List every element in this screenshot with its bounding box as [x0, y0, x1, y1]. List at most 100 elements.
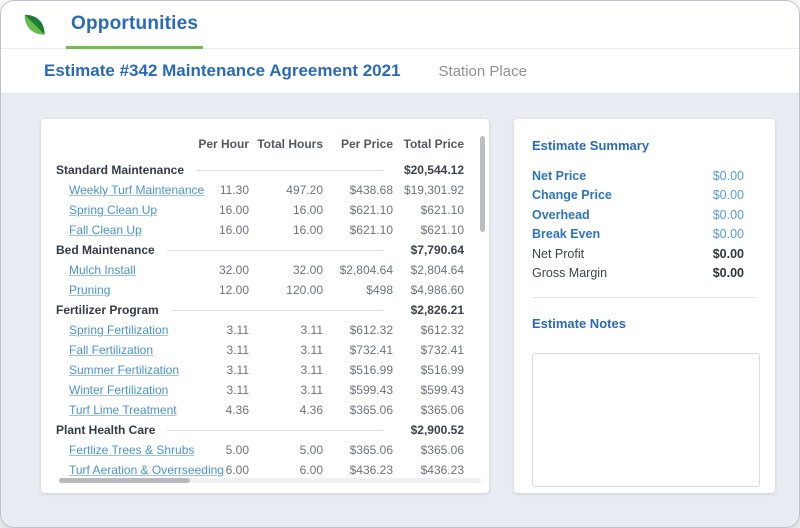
section-divider-line: [166, 250, 383, 251]
cell-value: $365.06: [420, 403, 464, 417]
nav-tab-label: Opportunities: [71, 12, 199, 34]
section-divider-line: [196, 170, 383, 171]
leaf-icon: [24, 14, 45, 35]
table-header-row: Per Hour Total Hours Per Price Total Price: [56, 135, 464, 160]
estimate-notes-heading: Estimate Notes: [532, 316, 626, 331]
cell-value: $365.06: [349, 403, 393, 417]
line-item-link[interactable]: Weekly Turf Maintenance: [69, 183, 205, 197]
line-item-row: Weekly Turf Maintenance 11.30 497.20 $438.6…: [56, 180, 464, 200]
line-item-row: Fertlize Trees & Shrubs 5.00 5.00 $365.06 $3…: [56, 440, 464, 460]
line-item-link[interactable]: Turf Lime Treatment: [69, 403, 177, 417]
summary-row: Net Profit $0.00: [532, 244, 757, 264]
cell-value: 16.00: [292, 203, 323, 217]
cell-value: $599.43: [420, 383, 464, 397]
cell-value: $612.32: [349, 323, 393, 337]
line-item-link[interactable]: Pruning: [69, 283, 111, 297]
summary-label[interactable]: Change Price: [532, 188, 612, 203]
cell-value: 16.00: [218, 203, 249, 217]
summary-label: Gross Margin: [532, 266, 608, 281]
line-item-row: Spring Fertilization 3.11 3.11 $612.32 $612.…: [56, 320, 464, 340]
summary-label: Net Profit: [532, 246, 585, 261]
line-item-row: Fall Clean Up 16.00 16.00 $621.10 $621.10: [56, 220, 464, 240]
cell-value: $612.32: [420, 323, 464, 337]
cell-value: 3.11: [300, 343, 323, 357]
section-total: $20,544.12: [403, 163, 464, 177]
section-row: Plant Health Care $2,900.52: [56, 420, 464, 440]
estimate-notes-textarea[interactable]: [532, 353, 760, 487]
cell-value: 120.00: [286, 283, 323, 297]
summary-row: Net Price $0.00: [532, 166, 757, 186]
horizontal-scrollbar-thumb[interactable]: [59, 478, 190, 483]
cell-value: 6.00: [299, 463, 323, 477]
line-item-row: Summer Fertilization 3.11 3.11 $516.99 $516.…: [56, 360, 464, 380]
line-item-row: Turf Aeration & Overrseeding 6.00 6.00 $436…: [56, 460, 464, 480]
horizontal-scrollbar-track[interactable]: [59, 478, 481, 483]
line-item-row: Spring Clean Up 16.00 16.00 $621.10 $621.10: [56, 200, 464, 220]
estimate-summary-heading: Estimate Summary: [532, 138, 650, 153]
nav-tab-opportunities[interactable]: Opportunities: [66, 1, 204, 49]
summary-notes-divider: [532, 297, 757, 298]
section-divider-line: [167, 430, 383, 431]
cell-value: 3.11: [226, 343, 249, 357]
summary-label[interactable]: Break Even: [532, 227, 601, 242]
line-item-link[interactable]: Fall Fertilization: [69, 343, 154, 357]
summary-row: Gross Margin $0.00: [532, 264, 757, 284]
section-total: $7,790.64: [410, 243, 464, 257]
section-total: $2,826.21: [410, 303, 464, 317]
line-item-link[interactable]: Winter Fertilization: [69, 383, 169, 397]
cell-value: $599.43: [349, 383, 393, 397]
cell-value: 5.00: [299, 443, 323, 457]
column-header: Total Price: [403, 137, 464, 151]
cell-value: $732.41: [349, 343, 393, 357]
summary-value: $0.00: [712, 207, 744, 222]
line-item-link[interactable]: Fall Clean Up: [69, 223, 142, 237]
cell-value: $4,986.60: [410, 283, 464, 297]
line-item-row: Fall Fertilization 3.11 3.11 $732.41 $732.41: [56, 340, 464, 360]
cell-value: $2,804.64: [339, 263, 393, 277]
cell-value: 4.36: [299, 403, 323, 417]
summary-row: Change Price $0.00: [532, 186, 757, 206]
summary-rows: Net Price $0.00 Change Price $0.00 Overhead $…: [532, 166, 757, 283]
line-item-link[interactable]: Spring Clean Up: [69, 203, 158, 217]
cell-value: 16.00: [218, 223, 249, 237]
column-header: Total Hours: [257, 137, 323, 151]
cell-value: $621.10: [420, 223, 464, 237]
summary-label[interactable]: Overhead: [532, 207, 590, 222]
brand-logo: [21, 1, 48, 48]
section-name: Bed Maintenance: [56, 243, 155, 257]
cell-value: $621.10: [349, 223, 393, 237]
top-nav-bar: Opportunities: [1, 1, 799, 49]
cell-value: 3.11: [300, 323, 323, 337]
line-item-row: Turf Lime Treatment 4.36 4.36 $365.06 $365.0…: [56, 400, 464, 420]
summary-value: $0.00: [712, 246, 744, 261]
section-row: Fertilizer Program $2,826.21: [56, 300, 464, 320]
page-content: Per Hour Total Hours Per Price Total Price …: [1, 94, 799, 527]
cell-value: $19,301.92: [403, 183, 464, 197]
line-item-link[interactable]: Spring Fertilization: [69, 323, 169, 337]
cell-value: $732.41: [420, 343, 464, 357]
column-header: Per Hour: [198, 137, 249, 151]
summary-value: $0.00: [712, 168, 744, 183]
estimate-line-items-table: Per Hour Total Hours Per Price Total Price …: [56, 135, 464, 480]
cell-value: $498: [366, 283, 393, 297]
section-divider-line: [170, 310, 383, 311]
cell-value: 32.00: [292, 263, 323, 277]
line-item-row: Winter Fertilization 3.11 3.11 $599.43 $599.…: [56, 380, 464, 400]
summary-label[interactable]: Net Price: [532, 168, 587, 183]
cell-value: 12.00: [218, 283, 249, 297]
line-item-row: Pruning 12.00 120.00 $498 $4,986.60: [56, 280, 464, 300]
line-item-link[interactable]: Mulch Install: [69, 263, 136, 277]
column-header: [56, 135, 189, 160]
cell-value: 16.00: [292, 223, 323, 237]
line-item-link[interactable]: Fertlize Trees & Shrubs: [69, 443, 195, 457]
section-row: Bed Maintenance $7,790.64: [56, 240, 464, 260]
page-subtitle: Station Place: [438, 62, 527, 80]
cell-value: $436.23: [349, 463, 393, 477]
line-item-link[interactable]: Turf Aeration & Overrseeding: [69, 463, 224, 477]
summary-value: $0.00: [712, 227, 744, 242]
cell-value: $436.23: [420, 463, 464, 477]
section-name: Fertilizer Program: [56, 303, 159, 317]
cell-value: $516.99: [349, 363, 393, 377]
vertical-scrollbar-thumb[interactable]: [480, 136, 485, 232]
line-item-link[interactable]: Summer Fertilization: [69, 363, 180, 377]
